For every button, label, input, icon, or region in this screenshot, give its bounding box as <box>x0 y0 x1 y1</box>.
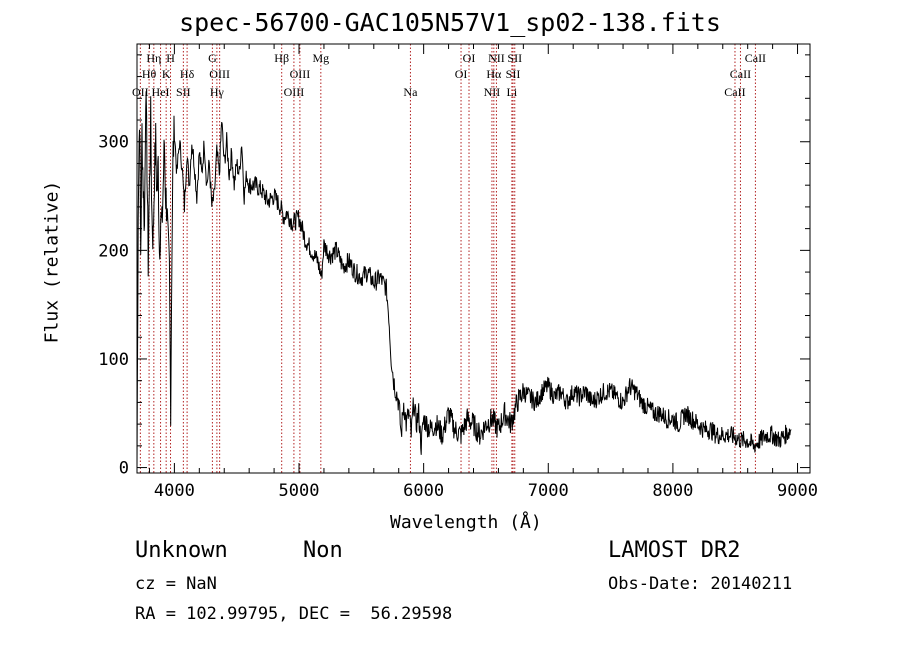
line-label: G <box>208 51 217 65</box>
y-axis-label-text: Flux (relative) <box>41 180 63 344</box>
x-tick-label: 9000 <box>777 481 818 501</box>
line-label: CaII <box>745 51 766 65</box>
line-label: OI <box>455 67 468 81</box>
line-label: H <box>166 51 175 65</box>
x-tick-label: 5000 <box>279 481 320 501</box>
line-label: OIII <box>290 67 311 81</box>
line-label: Hη <box>146 51 161 65</box>
y-tick-label: 0 <box>119 459 129 479</box>
line-label: Hβ <box>274 51 289 65</box>
line-label: Mg <box>312 51 329 65</box>
line-label: SII <box>507 51 522 65</box>
y-tick-label: 200 <box>98 241 129 261</box>
chart-title: spec-56700-GAC105N57V1_sp02-138.fits <box>179 8 721 37</box>
y-tick-label: 100 <box>98 350 129 370</box>
line-label: OI <box>463 51 476 65</box>
line-label: OIII <box>284 85 305 99</box>
spectrum-layer <box>136 91 792 469</box>
obs-date-label: Obs-Date: 20140211 <box>608 574 793 594</box>
line-label: K <box>162 67 171 81</box>
line-label: Hα <box>486 67 502 81</box>
line-label: Hθ <box>142 67 157 81</box>
plot-frame <box>136 43 811 474</box>
subclass-label: Non <box>303 538 343 563</box>
line-markers <box>139 44 756 473</box>
line-label: HeI <box>152 85 170 99</box>
y-tick-label: 300 <box>98 133 129 153</box>
x-axis-title: Wavelength (Å) <box>390 512 542 533</box>
x-tick-label: 8000 <box>652 481 693 501</box>
line-label: Hγ <box>210 85 225 99</box>
x-tick-label: 4000 <box>154 481 195 501</box>
spectrum-series <box>136 91 792 469</box>
survey-label: LAMOST DR2 <box>608 538 741 563</box>
line-label: OII <box>132 85 149 99</box>
ra-dec-label: RA = 102.99795, DEC = 56.29598 <box>135 604 453 624</box>
line-label: SII <box>176 85 191 99</box>
line-label: CaII <box>730 67 751 81</box>
line-label: CaII <box>724 85 745 99</box>
line-labels: OIIHηHθHeIKHSIIHδGOIIIHγHβOIIIOIIIMgNaOI… <box>132 51 766 99</box>
axis-ticks: 4000 5000 6000 7000 8000 9000 0 100 200 300 <box>98 44 818 501</box>
line-label: OIII <box>209 67 230 81</box>
line-label: NII <box>488 51 505 65</box>
line-label: NII <box>484 85 501 99</box>
class-label: Unknown <box>135 538 228 563</box>
line-label: Hδ <box>180 67 195 81</box>
x-tick-label: 6000 <box>403 481 444 501</box>
line-label: Na <box>403 85 418 99</box>
x-tick-label: 7000 <box>528 481 569 501</box>
cz-label: cz = NaN <box>135 574 217 594</box>
line-label: Li <box>507 85 518 99</box>
line-label: SII <box>506 67 521 81</box>
